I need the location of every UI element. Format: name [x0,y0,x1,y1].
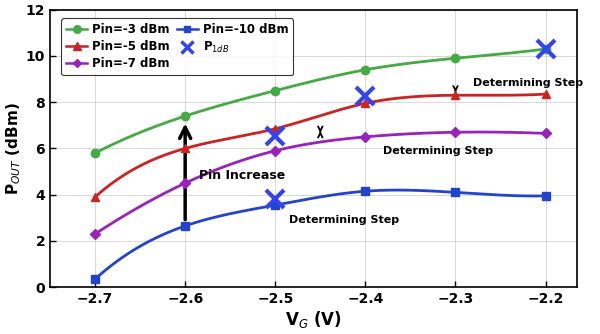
Pin=-5 dBm [272,127,279,131]
Pin=-3 dBm [272,89,279,93]
Pin=-7 dBm [542,131,549,135]
Line: Pin=-3 dBm: Pin=-3 dBm [91,45,550,157]
Pin=-5 dBm [182,146,189,150]
Y-axis label: P$_{OUT}$ (dBm): P$_{OUT}$ (dBm) [4,102,23,195]
Pin=-5 dBm [542,92,549,96]
Text: Determining Step: Determining Step [383,146,494,156]
Pin=-7 dBm [272,149,279,153]
Text: Pin Increase: Pin Increase [199,169,285,181]
Pin=-7 dBm [91,232,98,236]
Pin=-5 dBm [362,101,369,105]
Pin=-7 dBm [182,181,189,185]
Line: Pin=-7 dBm: Pin=-7 dBm [92,129,549,237]
Pin=-10 dBm [542,194,549,198]
Pin=-3 dBm [362,68,369,72]
Pin=-3 dBm [182,114,189,118]
Text: Determining Step: Determining Step [289,215,399,225]
Pin=-10 dBm [452,190,459,194]
Line: Pin=-10 dBm: Pin=-10 dBm [91,187,550,283]
Pin=-7 dBm [452,130,459,134]
Legend: Pin=-3 dBm, Pin=-5 dBm, Pin=-7 dBm, Pin=-10 dBm, P$_{1dB}$: Pin=-3 dBm, Pin=-5 dBm, Pin=-7 dBm, Pin=… [61,18,293,75]
Pin=-3 dBm [91,151,98,155]
Pin=-5 dBm [452,93,459,97]
Pin=-5 dBm [91,195,98,199]
Pin=-7 dBm [362,135,369,139]
Pin=-10 dBm [362,189,369,193]
Line: Pin=-5 dBm: Pin=-5 dBm [91,90,550,201]
Pin=-10 dBm [272,203,279,207]
Pin=-3 dBm [542,47,549,51]
Pin=-10 dBm [91,277,98,281]
Pin=-3 dBm [452,56,459,60]
Text: Determining Step: Determining Step [473,77,584,88]
Pin=-10 dBm [182,224,189,228]
X-axis label: V$_{G}$ (V): V$_{G}$ (V) [285,309,342,330]
